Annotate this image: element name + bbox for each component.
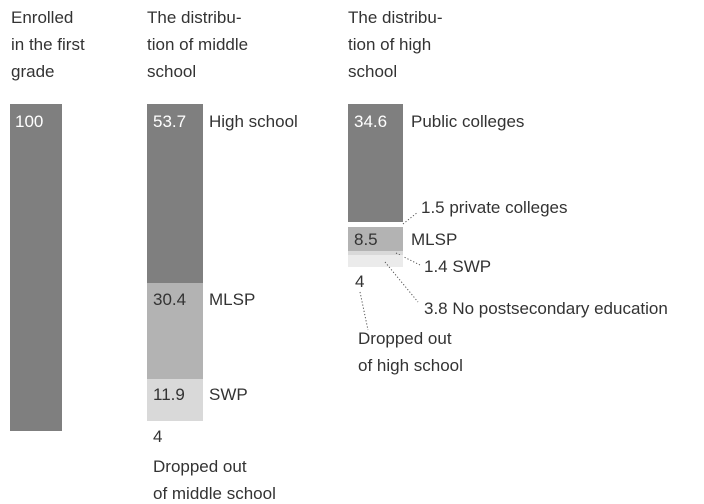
high-dropout-note: Dropped out of high school — [358, 329, 463, 375]
callout-swp: 1.4 SWP — [424, 257, 491, 276]
callout-line-no-postsecondary — [384, 261, 419, 303]
bar-middle-high-school — [147, 104, 203, 283]
bar-high-public-colleges — [348, 104, 403, 222]
callout-no-postsecondary: 3.8 No postsecondary education — [424, 299, 668, 318]
high-dropout-value: 4 — [355, 272, 364, 291]
bar-high-mlsp — [348, 227, 403, 251]
bar-middle-mlsp-label: MLSP — [209, 290, 255, 309]
callout-private-colleges: 1.5 private colleges — [421, 198, 567, 217]
column-header-first-grade: Enrolled in the first grade — [11, 8, 85, 81]
bar-middle-mlsp — [147, 283, 203, 379]
bar-high-mlsp-label: MLSP — [411, 230, 457, 249]
bar-high-swp — [348, 251, 403, 255]
bar-high-public-colleges-label: Public colleges — [411, 112, 524, 131]
bar-high-private-colleges — [348, 222, 403, 227]
callout-line-private-colleges — [402, 211, 419, 225]
column-header-middle-school: The distribu- tion of middle school — [147, 8, 249, 81]
bar-middle-mlsp-value: 30.4 — [153, 290, 186, 309]
bar-middle-swp — [147, 379, 203, 421]
bar-high-no-postsecondary — [348, 255, 403, 267]
column-header-high-school: The distribu- tion of high school — [348, 8, 443, 81]
bar-middle-swp-value: 11.9 — [153, 385, 185, 404]
bar-middle-high-school-value: 53.7 — [153, 112, 186, 131]
bar-high-public-colleges-value: 34.6 — [354, 112, 387, 131]
bar-middle-swp-label: SWP — [209, 385, 248, 404]
bar-enrolled — [10, 104, 62, 431]
bar-middle-high-school-label: High school — [209, 112, 298, 131]
middle-dropout-note: Dropped out of middle school — [153, 457, 276, 503]
bar-high-mlsp-value: 8.5 — [354, 230, 378, 249]
callout-line-high-dropout — [359, 291, 369, 331]
callout-line-swp — [395, 252, 421, 266]
middle-dropout-value: 4 — [153, 427, 162, 446]
bar-enrolled-value: 100 — [15, 112, 43, 131]
